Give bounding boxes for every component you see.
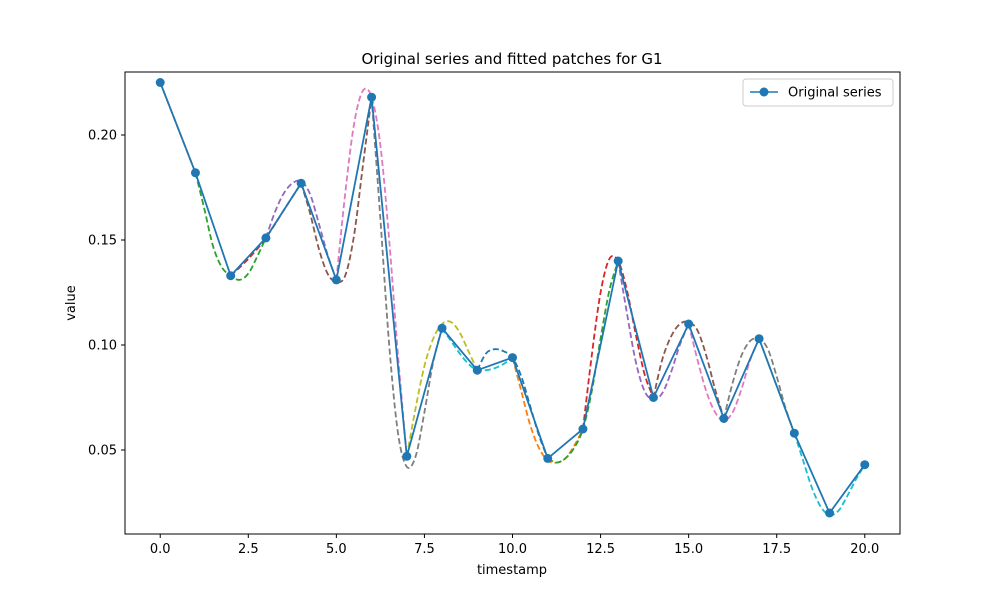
x-tick-label: 15.0 [674,542,703,557]
data-point [472,365,482,375]
data-point [860,460,870,470]
y-tick-label: 0.15 [88,234,117,249]
fitted-patch-15 [652,320,725,419]
y-axis-ticks: 0.05 0.10 0.15 0.20 [88,129,125,459]
legend-label-original-series: Original series [788,86,882,101]
x-tick-label: 20.0 [850,542,879,557]
x-tick-label: 12.5 [586,542,615,557]
x-tick-label: 5.0 [326,542,347,557]
plot-area [155,78,870,518]
data-point [226,271,236,281]
x-tick-label: 7.5 [414,542,435,557]
legend-marker-original-series [759,87,769,97]
data-point [261,233,271,243]
x-axis-label: timestamp [477,563,547,578]
fitted-patch-4 [265,179,338,281]
data-point [578,424,588,434]
data-point [825,508,835,518]
data-point [367,92,377,102]
data-point [402,451,412,461]
x-axis-ticks: 0.0 2.5 5.0 7.5 10.0 12.5 15.0 17.5 20.0 [150,534,879,557]
x-tick-label: 17.5 [762,542,791,557]
data-point [155,78,165,87]
data-point [719,414,729,423]
data-point [613,256,623,266]
data-point [789,428,799,438]
data-point [543,453,553,463]
chart-title: Original series and fitted patches for G… [361,50,662,68]
y-axis-label: value [64,285,79,321]
data-point [437,323,447,333]
data-point [754,334,764,344]
y-tick-label: 0.10 [88,339,117,354]
data-point [331,275,341,285]
fitted-patch-5 [300,97,373,284]
data-point [508,353,517,363]
legend: Original series [742,78,894,107]
data-point [684,319,694,329]
y-tick-label: 0.20 [88,129,117,144]
x-tick-label: 2.5 [238,542,259,557]
data-point [190,168,200,178]
x-tick-label: 10.0 [498,542,527,557]
x-tick-label: 0.0 [150,542,171,557]
data-point [648,393,658,402]
fitted-patch-6 [335,87,408,457]
data-point [296,178,306,188]
y-tick-label: 0.05 [88,444,117,459]
legend-box [742,78,894,107]
